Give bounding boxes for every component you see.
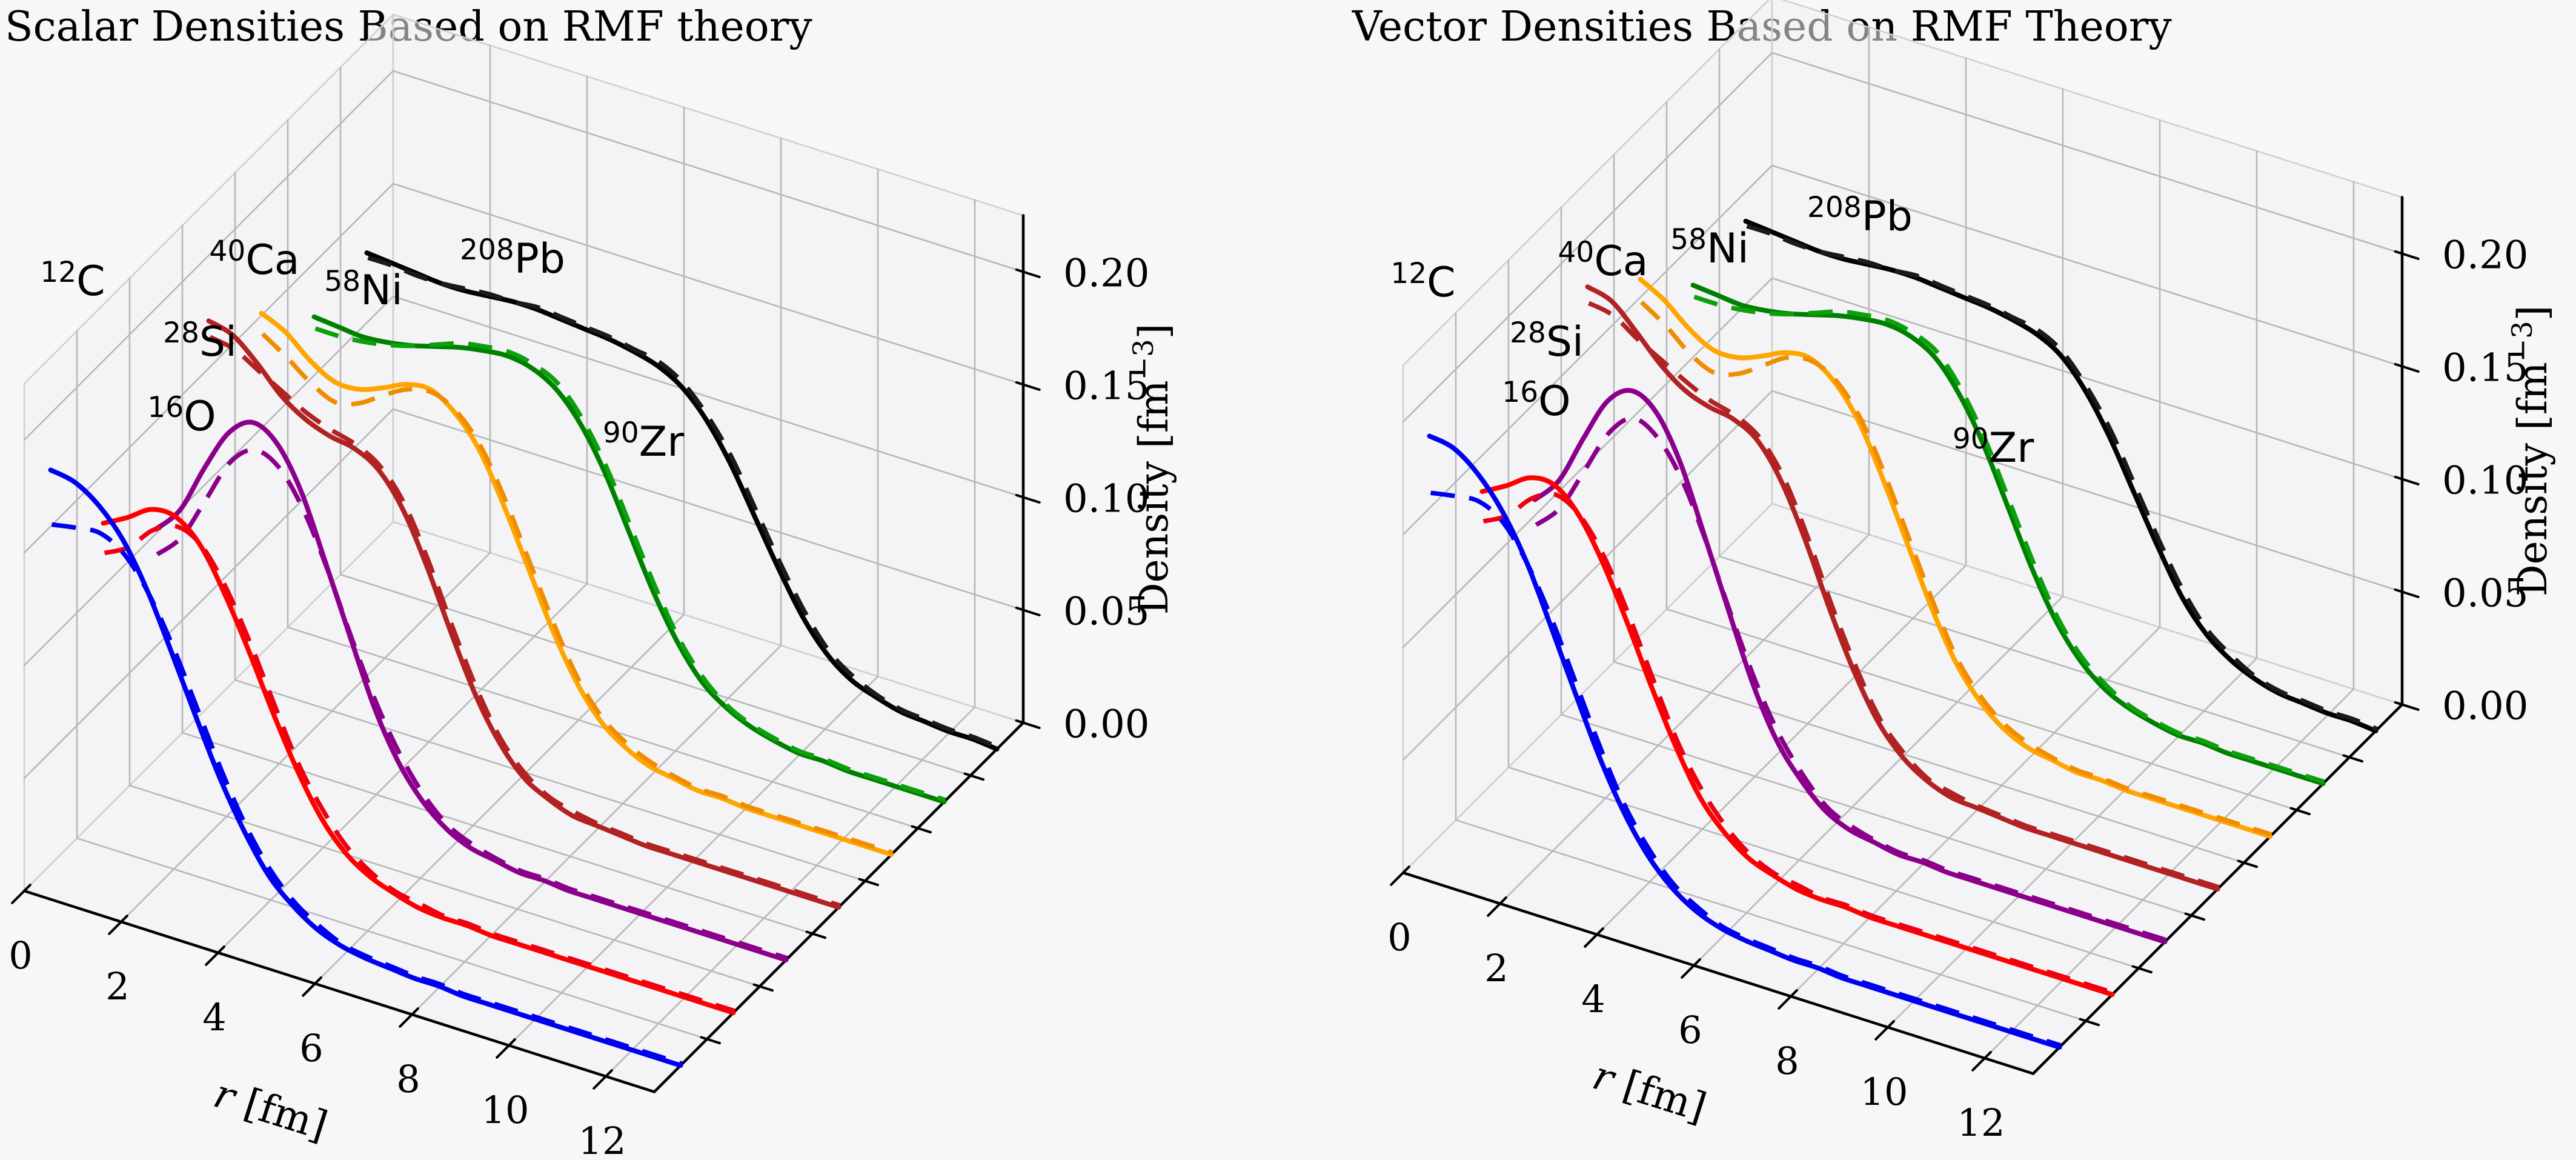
z-tick-label-0.10: 0.10 [1063,477,1150,522]
curve-28Si-dashed [1535,416,2167,942]
curve-16O-dashed [104,523,735,1013]
label-40Ca: 40Ca [210,235,300,284]
x-tick-label-8: 8 [396,1057,420,1101]
curve-90Zr-dashed [314,326,946,802]
x-tick-label-8: 8 [1775,1039,1799,1083]
x-tick-label-12: 12 [1957,1101,2005,1145]
density-curves [1427,218,2378,1050]
tick-marks [11,268,1041,1090]
vector-density-3d-plot: 0 2 4 6 8 10 12 0.00 0.05 0.10 0.15 0.20 r [fm] Densi… [1387,0,2556,1145]
label-16O: 16O [147,391,216,441]
z-tick-label-0.15: 0.15 [1063,364,1150,409]
density-curves [48,250,1000,1068]
nucleus-labels: 12C 16O 28Si 40Ca 58Ni 90Zr 208Pb [40,233,684,466]
label-90Zr: 90Zr [603,416,684,466]
tick-marks [1390,250,2420,1072]
z-axis-label: Density [fm−3] [2506,305,2556,597]
label-12C: 12C [1390,257,1455,307]
x-tick-labels: 0 2 4 6 8 10 12 [8,933,626,1160]
label-12C: 12C [40,256,105,305]
x-axis-label: r [fm] [1587,1052,1711,1132]
curve-16O-dashed [1482,491,2114,995]
curve-16O-solid [1479,475,2115,997]
z-tick-label-0.20: 0.20 [1063,252,1150,296]
grid-lines [23,44,1024,1078]
curve-12C-dashed [1430,490,2062,1048]
z-tick-label-0.10: 0.10 [2442,459,2529,504]
x-tick-label-6: 6 [299,1026,323,1070]
x-tick-label-10: 10 [1861,1070,1908,1114]
z-tick-label-0.00: 0.00 [2442,684,2529,729]
curve-90Zr-dashed [1693,295,2325,784]
z-tick-labels: 0.00 0.05 0.10 0.15 0.20 [1063,252,1150,747]
label-58Ni: 58Ni [1670,223,1749,273]
x-tick-label-0: 0 [8,933,32,978]
z-tick-label-0.15: 0.15 [2442,346,2529,391]
curve-12C-dashed [51,522,683,1066]
curve-28Si-dashed [156,447,788,961]
label-28Si: 28Si [163,316,237,366]
scalar-density-3d-plot: 0 2 4 6 8 10 12 0.00 0.05 0.10 0.15 0.20 r [fm] Densi… [8,12,1177,1160]
grid-lines [1402,26,2403,1059]
x-tick-label-4: 4 [202,995,226,1039]
label-208Pb: 208Pb [1807,191,1913,241]
label-208Pb: 208Pb [460,233,565,283]
curve-58Ni-dashed [1639,300,2272,837]
z-tick-label-0.00: 0.00 [1063,702,1150,747]
x-tick-label-12: 12 [579,1119,626,1160]
z-tick-label-0.20: 0.20 [2442,233,2529,278]
z-axis-label: Density [fm−3] [1127,324,1177,615]
x-axis-label: r [fm] [208,1070,333,1150]
curve-208Pb-solid [364,250,1000,752]
label-90Zr: 90Zr [1953,422,2034,472]
z-tick-labels: 0.00 0.05 0.10 0.15 0.20 [2442,233,2529,729]
curve-208Pb-dashed [367,255,999,750]
curve-40Ca-dashed [1587,301,2220,890]
nucleus-labels: 12C 16O 28Si 40Ca 58Ni 90Zr 208Pb [1390,191,2034,472]
x-tick-label-4: 4 [1581,977,1605,1021]
x-tick-label-2: 2 [1484,946,1508,990]
curve-58Ni-dashed [261,332,894,855]
x-tick-label-0: 0 [1387,915,1411,959]
curve-208Pb-dashed [1746,224,2378,732]
x-tick-label-10: 10 [482,1088,529,1132]
label-28Si: 28Si [1510,316,1584,366]
label-16O: 16O [1502,376,1570,425]
curve-40Ca-dashed [208,335,841,908]
x-tick-label-6: 6 [1678,1008,1702,1052]
z-tick-label-0.05: 0.05 [1063,590,1150,635]
axes-panes [22,12,1025,1093]
x-tick-labels: 0 2 4 6 8 10 12 [1387,915,2005,1145]
z-tick-label-0.05: 0.05 [2442,572,2529,616]
x-tick-label-2: 2 [105,964,129,1008]
label-58Ni: 58Ni [324,265,403,315]
axes-panes [1401,0,2404,1075]
label-40Ca: 40Ca [1558,236,1648,285]
